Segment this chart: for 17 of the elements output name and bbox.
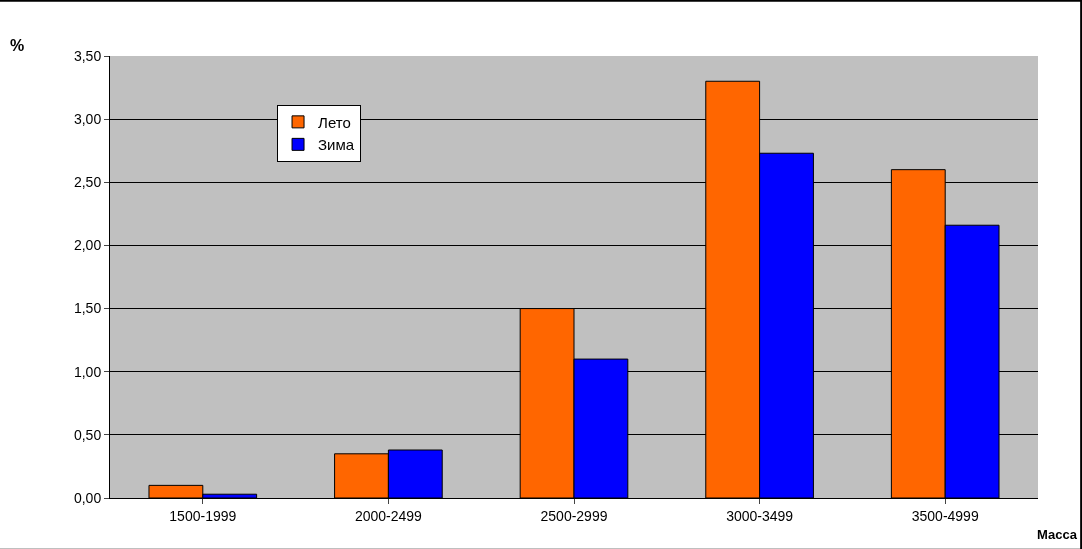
y-axis-title: % <box>10 37 25 54</box>
x-tick-label: 2500-2999 <box>540 507 608 524</box>
legend-label: Лето <box>318 113 351 131</box>
x-axis-title: Масса <box>1037 527 1078 542</box>
y-tick-label: 1,00 <box>73 363 102 380</box>
y-tick-label: 1,50 <box>73 300 102 317</box>
y-tick-label: 2,00 <box>73 237 102 254</box>
y-tick-label: 0,00 <box>73 489 102 506</box>
x-tick-label: 2000-2499 <box>354 507 423 524</box>
y-tick-label: 3,50 <box>73 47 102 64</box>
y-tick-label: 2,50 <box>73 174 102 191</box>
x-tick-label: 3500-4999 <box>911 507 979 524</box>
y-tick-label: 0,50 <box>73 426 102 443</box>
y-tick-label: 3,00 <box>73 111 102 128</box>
x-tick-label: 3000-3499 <box>726 507 794 524</box>
x-tick-label: 1500-1999 <box>169 507 237 524</box>
legend-label: Зима <box>318 136 355 154</box>
